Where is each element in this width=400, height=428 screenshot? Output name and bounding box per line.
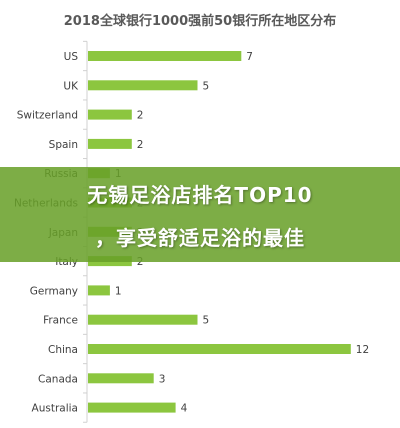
data-label: 12 [356,344,369,356]
category-label: UK [63,80,79,92]
category-label: Australia [32,403,78,415]
overlay-banner: 无锡足浴店排名TOP10 ，享受舒适足浴的最佳 [0,167,400,262]
category-label: China [48,344,78,356]
data-label: 7 [246,51,253,63]
category-label: Switzerland [17,110,78,122]
bar-spain [88,138,132,149]
category-label: France [43,315,78,327]
category-label: Germany [30,285,78,297]
bar-us [88,51,242,61]
bar-china [88,344,351,354]
chart-title: 2018全球银行1000强前50银行所在地区分布 [64,13,336,29]
data-label: 5 [203,315,210,327]
banner-headline-line-1: 无锡足浴店排名TOP10 [87,183,313,207]
data-label: 5 [203,80,210,92]
bar-uk [88,80,198,91]
data-label: 2 [137,110,144,122]
bar-france [88,314,198,325]
category-label: Canada [38,373,78,385]
category-label: US [64,51,79,63]
data-label: 2 [137,256,144,268]
banner-headline-line-2: ，享受舒适足浴的最佳 [95,226,305,250]
data-label: 4 [181,403,188,415]
category-label: Spain [49,139,78,151]
data-label: 2 [137,139,144,151]
bar-australia [88,402,176,413]
bar-switzerland [88,109,132,120]
data-label: 3 [159,373,166,385]
data-label: 1 [115,285,122,297]
bar-germany [88,285,110,296]
bar-canada [88,373,154,384]
